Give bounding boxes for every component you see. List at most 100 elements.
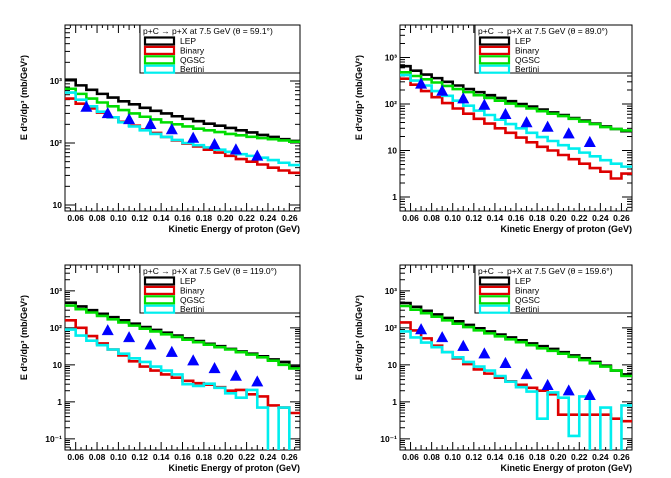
data-point <box>165 345 178 357</box>
x-tick-label: 0.16 <box>174 213 191 223</box>
legend: p+C → p+X at 7.5 GeV (θ = 159.6°)LEPBina… <box>474 264 633 314</box>
y-axis-title: E d³σ/dp³ (mb/GeV²) <box>354 55 364 140</box>
series-bertini-line <box>65 328 291 450</box>
legend-swatch <box>478 276 511 286</box>
x-tick-label: 0.18 <box>529 452 546 462</box>
x-tick-label: 0.12 <box>466 452 483 462</box>
x-tick-label: 0.22 <box>238 213 255 223</box>
x-tick-label: 0.06 <box>67 452 84 462</box>
x-tick-label: 0.06 <box>402 213 419 223</box>
data-point <box>562 384 575 396</box>
legend-swatch <box>478 64 511 74</box>
y-axis: 10⁻¹ 1 10 10² 10³ <box>380 264 632 451</box>
series-binary-line <box>400 77 632 180</box>
y-axis-title: E d³σ/dp³ (mb/GeV²) <box>354 295 364 380</box>
series-group <box>65 301 300 450</box>
y-tick-label: 1 <box>392 192 397 202</box>
data-point <box>144 117 157 130</box>
data-point <box>583 388 596 401</box>
data-point <box>229 143 242 155</box>
series-lep-line <box>65 78 300 143</box>
data-point <box>80 100 93 112</box>
data-point <box>478 98 491 110</box>
data-point <box>101 324 114 336</box>
legend: p+C → p+X at 7.5 GeV (θ = 119.0°)LEPBina… <box>139 264 301 314</box>
legend-label: Bertini <box>180 304 204 314</box>
data-point <box>457 339 470 351</box>
x-tick-label: 0.26 <box>281 452 298 462</box>
data-points <box>415 323 596 401</box>
x-tick-label: 0.24 <box>592 213 609 223</box>
legend-title: p+C → p+X at 7.5 GeV (θ = 159.6°) <box>478 266 613 276</box>
series-qgsc-line <box>400 71 632 132</box>
x-tick-label: 0.14 <box>153 213 170 223</box>
data-point <box>415 77 428 89</box>
legend: p+C → p+X at 7.5 GeV (θ = 59.1°)LEPBinar… <box>139 24 301 74</box>
panel-3: 0.06 0.08 0.10 0.12 0.14 0.16 0.18 0.20 0.22 0.24… <box>19 264 301 473</box>
y-tick-label: 10 <box>53 200 63 210</box>
data-point <box>187 354 200 366</box>
legend-title: p+C → p+X at 7.5 GeV (θ = 89.0°) <box>478 26 608 36</box>
x-tick-label: 0.24 <box>260 452 277 462</box>
series-qgsc-line <box>65 304 300 370</box>
y-axis-title: E d³σ/dp³ (mb/GeV²) <box>19 55 29 140</box>
y-tick-label: 10² <box>50 138 62 148</box>
legend-label: Bertini <box>180 64 204 74</box>
series-bertini-line <box>400 330 632 450</box>
x-tick-label: 0.18 <box>196 452 213 462</box>
legend-label: QGSC <box>515 55 540 65</box>
legend-swatch <box>143 64 176 74</box>
data-point <box>436 84 449 96</box>
data-point <box>520 116 533 128</box>
x-axis: 0.06 0.08 0.10 0.12 0.14 0.16 0.18 0.20 0.22 0.24… <box>64 265 301 462</box>
data-points <box>101 324 264 387</box>
y-tick-label: 10² <box>50 323 62 333</box>
y-tick-label: 10⁻¹ <box>380 434 397 444</box>
data-point <box>478 347 491 359</box>
legend-swatch <box>143 304 176 314</box>
data-point <box>208 137 221 150</box>
legend-label: LEP <box>515 276 531 286</box>
data-point <box>144 338 157 350</box>
panel-1: 0.06 0.08 0.10 0.12 0.14 0.16 0.18 0.20 0.22 0.24… <box>19 24 301 234</box>
data-point <box>541 120 554 132</box>
x-tick-label: 0.08 <box>423 452 440 462</box>
data-point <box>415 323 428 335</box>
data-points <box>415 77 596 148</box>
x-tick-label: 0.20 <box>550 213 567 223</box>
series-group <box>400 301 632 450</box>
y-axis-title: E d³σ/dp³ (mb/GeV²) <box>19 295 29 380</box>
legend: p+C → p+X at 7.5 GeV (θ = 89.0°)LEPBinar… <box>474 24 633 74</box>
legend-label: Binary <box>180 285 205 295</box>
x-axis-title: Kinetic Energy of proton (GeV) <box>500 224 632 234</box>
legend-title: p+C → p+X at 7.5 GeV (θ = 59.1°) <box>143 26 273 36</box>
x-tick-label: 0.26 <box>613 452 630 462</box>
x-axis: 0.06 0.08 0.10 0.12 0.14 0.16 0.18 0.20 0.22 0.24… <box>64 25 301 223</box>
x-tick-label: 0.06 <box>402 452 419 462</box>
x-tick-label: 0.24 <box>260 213 277 223</box>
y-tick-label: 10 <box>388 360 398 370</box>
x-tick-label: 0.26 <box>613 213 630 223</box>
series-qgsc-line <box>400 304 632 378</box>
data-point <box>251 375 264 387</box>
x-axis-title: Kinetic Energy of proton (GeV) <box>500 463 632 473</box>
data-point <box>123 331 136 343</box>
legend-swatch <box>143 295 176 305</box>
data-point <box>187 131 200 143</box>
legend-swatch <box>143 55 176 65</box>
y-tick-label: 10² <box>385 323 397 333</box>
legend-swatch <box>478 285 511 295</box>
data-point <box>208 362 221 374</box>
data-point <box>520 368 533 380</box>
y-axis: 10 10² 10³ <box>50 24 300 212</box>
legend-label: LEP <box>180 276 196 286</box>
x-tick-label: 0.22 <box>571 213 588 223</box>
data-point <box>583 135 596 148</box>
data-point <box>251 149 264 161</box>
x-tick-label: 0.08 <box>423 213 440 223</box>
data-point <box>541 378 554 391</box>
legend-label: Binary <box>515 285 540 295</box>
x-axis-title: Kinetic Energy of proton (GeV) <box>168 224 300 234</box>
x-tick-label: 0.22 <box>238 452 255 462</box>
